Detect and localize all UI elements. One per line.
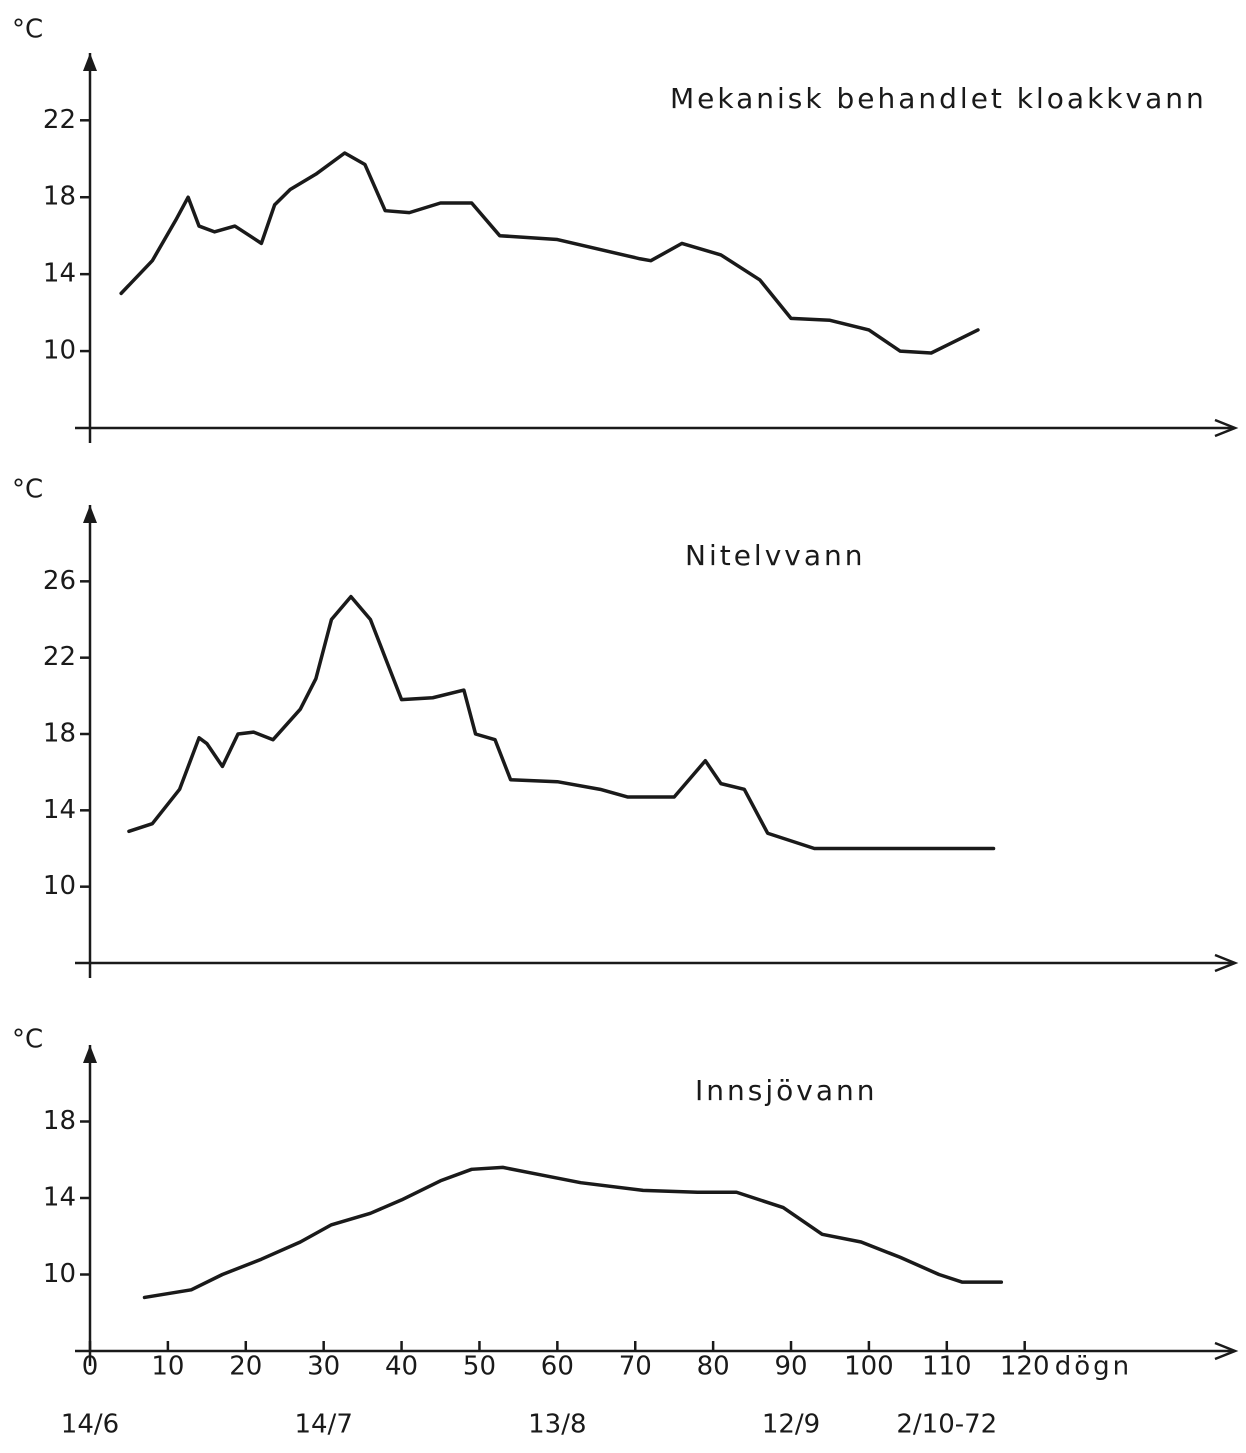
x-tick-label: 10 <box>151 1352 184 1382</box>
chart-title: Mekanisk behandlet kloakkvann <box>670 82 1207 115</box>
x-tick-label: 110 <box>922 1352 972 1382</box>
y-tick-label: 14 <box>43 259 76 289</box>
y-tick-label: 10 <box>43 871 76 901</box>
x-tick-label: 50 <box>463 1352 496 1382</box>
date-label: 13/8 <box>528 1410 586 1440</box>
temperature-line <box>119 151 980 355</box>
date-label: 14/7 <box>294 1410 352 1440</box>
x-tick-label: 60 <box>541 1352 574 1382</box>
date-label: 12/9 <box>762 1410 820 1440</box>
x-tick-label: 30 <box>307 1352 340 1382</box>
x-axis-label: dögn <box>1055 1352 1132 1382</box>
x-tick-label: 80 <box>697 1352 730 1382</box>
chart-title: Innsjövann <box>695 1074 877 1107</box>
temperature-line <box>142 1165 1004 1300</box>
y-tick-label: 14 <box>43 795 76 825</box>
date-label: 2/10-72 <box>896 1410 997 1440</box>
y-tick-label: 22 <box>43 642 76 672</box>
x-axis-arrow <box>1214 1341 1239 1361</box>
x-tick-label: 0 <box>82 1352 99 1382</box>
y-tick-label: 18 <box>43 719 76 749</box>
y-axis-arrow <box>83 505 97 523</box>
y-tick-label: 18 <box>43 182 76 212</box>
x-tick-label: 100 <box>844 1352 894 1382</box>
y-tick-label: 14 <box>43 1183 76 1213</box>
y-axis-arrow <box>83 1045 97 1063</box>
y-axis-arrow <box>83 53 97 71</box>
y-axis-label: °C <box>12 475 43 505</box>
x-tick-label: 70 <box>619 1352 652 1382</box>
x-axis-arrow <box>1214 418 1239 438</box>
x-tick-label: 20 <box>229 1352 262 1382</box>
date-label: 14/6 <box>61 1410 119 1440</box>
chart-title: Nitelvvann <box>685 539 866 572</box>
y-tick-label: 22 <box>43 105 76 135</box>
x-tick-label: 40 <box>385 1352 418 1382</box>
y-tick-label: 18 <box>43 1106 76 1136</box>
temperature-line <box>127 594 996 851</box>
y-axis-label: °C <box>12 15 43 45</box>
y-axis-label: °C <box>12 1025 43 1055</box>
x-axis-arrow <box>1214 953 1239 973</box>
x-tick-label: 120 <box>1000 1352 1050 1382</box>
y-tick-label: 26 <box>43 566 76 596</box>
y-tick-label: 10 <box>43 336 76 366</box>
x-tick-label: 90 <box>774 1352 807 1382</box>
y-tick-label: 10 <box>43 1259 76 1289</box>
